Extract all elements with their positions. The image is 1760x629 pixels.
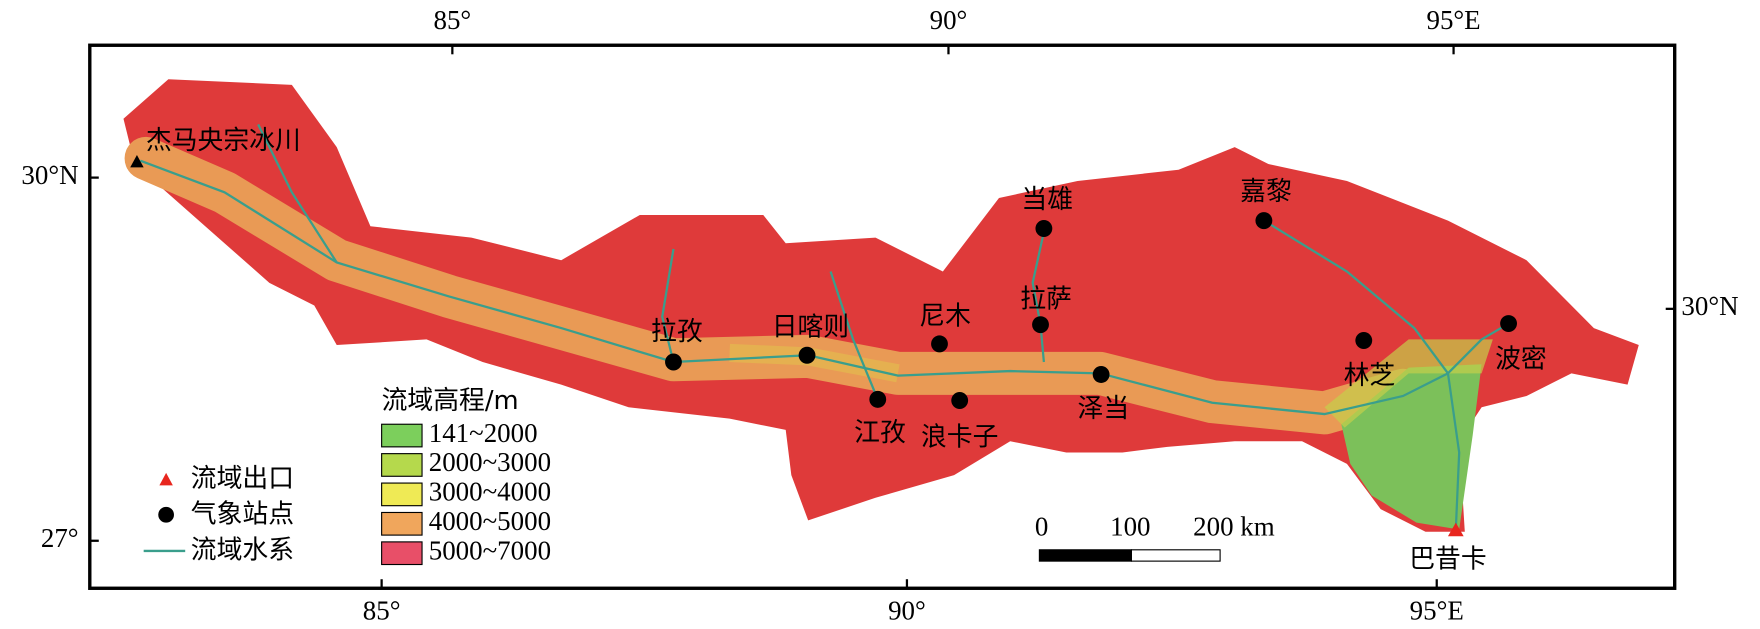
- axis-label: 85°: [433, 5, 471, 35]
- station-label: 江孜: [854, 418, 906, 448]
- scale-label: 100: [1110, 512, 1150, 542]
- station-marker: [1500, 315, 1517, 333]
- station-label: 林芝: [1344, 361, 1396, 391]
- axis-label: 27°: [41, 523, 79, 553]
- axis-label: 95°E: [1426, 5, 1480, 35]
- scale-bar: [1130, 549, 1221, 562]
- river: [1031, 231, 1045, 363]
- legend-label: 5000~7000: [429, 535, 551, 565]
- rivers: [139, 123, 1510, 530]
- legend-label: 气象站点: [191, 499, 294, 529]
- legend-label: 4000~5000: [429, 506, 551, 536]
- legend-label: 141~2000: [429, 418, 538, 448]
- axis-label: 90°: [930, 5, 968, 35]
- elevation-legend: 141~20002000~30003000~40004000~50005000~…: [381, 418, 551, 566]
- station-marker: [1255, 212, 1273, 230]
- lowland: [1341, 364, 1482, 530]
- station-marker: [951, 391, 969, 409]
- outlet-label: 巴昔卡: [1409, 544, 1486, 574]
- legend-label: 流域出口: [191, 464, 294, 494]
- axis-label: 30°N: [1681, 291, 1738, 321]
- legend-swatch: [381, 511, 423, 536]
- legend-swatch: [381, 541, 423, 566]
- station-label: 拉孜: [651, 317, 703, 347]
- river: [257, 123, 338, 264]
- station-label: 波密: [1495, 344, 1547, 374]
- outlet-marker: [1447, 522, 1464, 537]
- station-label: 嘉黎: [1240, 177, 1292, 207]
- axis-label: 90°: [888, 595, 926, 625]
- ticks: [89, 45, 1675, 589]
- scale-bar: [1038, 549, 1132, 562]
- river: [1263, 219, 1449, 375]
- scale-label: 200 km: [1193, 512, 1275, 542]
- legend-swatch: [381, 453, 423, 477]
- station-label: 泽当: [1078, 394, 1130, 424]
- station-marker: [665, 353, 682, 371]
- river: [661, 248, 675, 363]
- station-label: 尼木: [919, 301, 971, 331]
- legend-swatch: [381, 482, 423, 507]
- legend-symbol: [159, 472, 173, 486]
- glacier-marker: [130, 154, 144, 168]
- station-marker: [1355, 332, 1373, 350]
- axis-label: 85°: [363, 595, 401, 625]
- legend-swatch: [381, 423, 423, 448]
- station-label: 浪卡子: [921, 422, 998, 452]
- river: [1447, 322, 1510, 375]
- legend-symbol: [158, 506, 174, 523]
- river: [139, 159, 1461, 530]
- station-marker: [1035, 220, 1053, 238]
- station-label: 拉萨: [1020, 284, 1072, 314]
- lowland: [1324, 339, 1493, 428]
- legend-title: 流域高程/m: [382, 386, 519, 416]
- station-marker: [931, 335, 948, 353]
- station-marker: [869, 390, 887, 408]
- station-label: 当雄: [1021, 185, 1073, 215]
- station-marker: [1092, 365, 1110, 383]
- station-marker: [1032, 316, 1049, 334]
- axis-label: 95°E: [1410, 595, 1464, 625]
- legend-label: 3000~4000: [429, 477, 551, 507]
- glacier-label: 杰马央宗冰川: [146, 126, 301, 156]
- scale-label: 0: [1035, 512, 1048, 542]
- station-label: 日喀则: [772, 313, 849, 343]
- river: [829, 271, 879, 400]
- station-marker: [798, 346, 816, 364]
- legend-label: 2000~3000: [429, 447, 551, 477]
- legend-label: 流域水系: [191, 535, 294, 565]
- axis-label: 30°N: [21, 160, 78, 190]
